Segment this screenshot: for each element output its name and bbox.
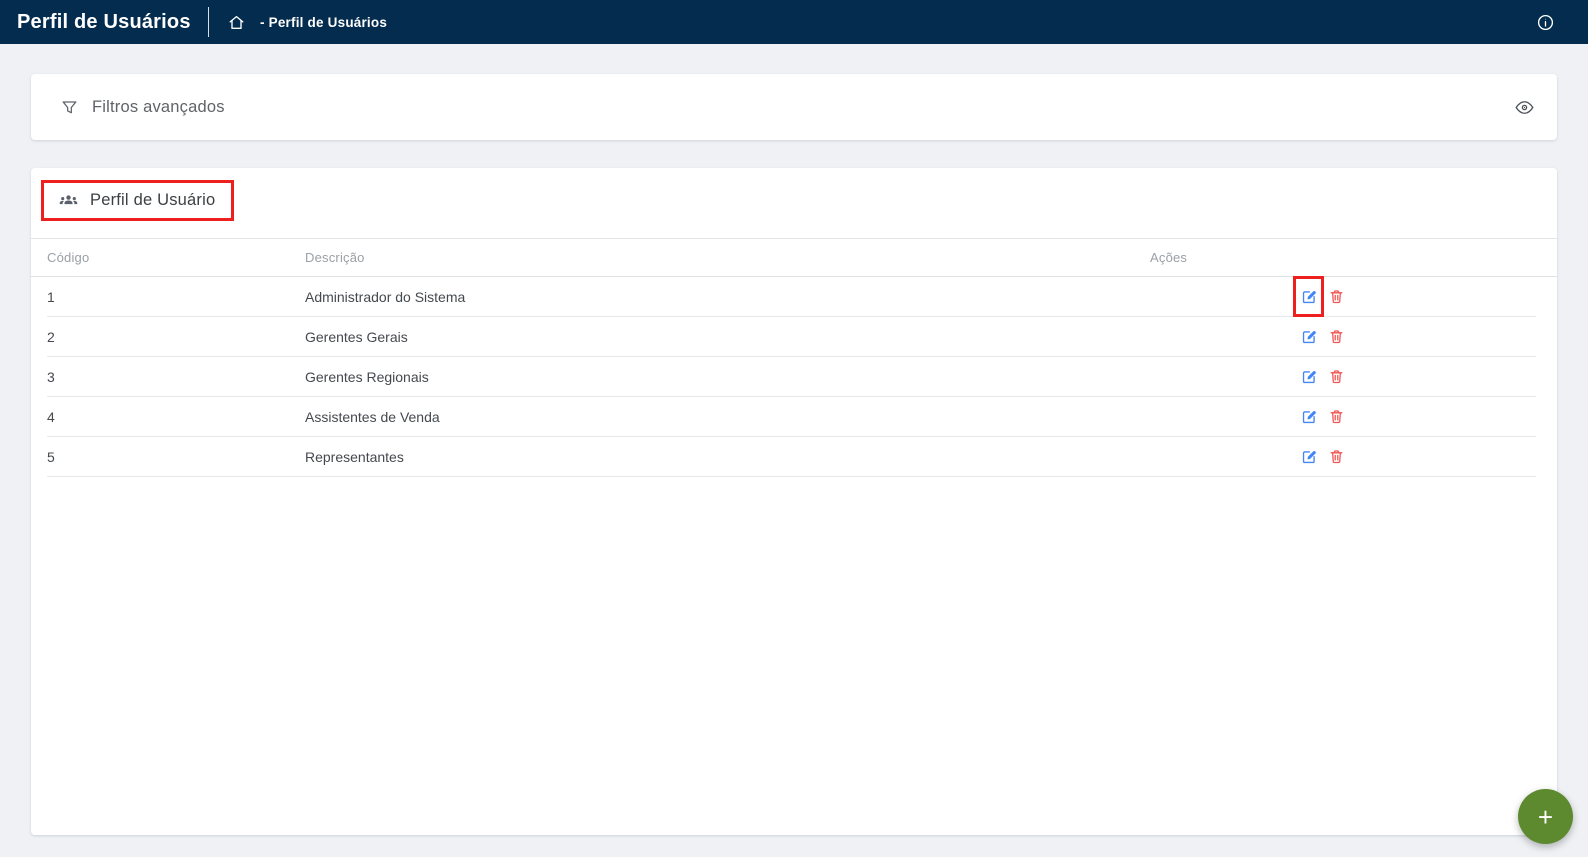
- page-title: Perfil de Usuários: [17, 10, 191, 33]
- panel-title-annotation-box: Perfil de Usuário: [41, 180, 235, 221]
- cell-actions: [1150, 276, 1536, 317]
- table-row: 5 Representantes: [47, 437, 1536, 477]
- edit-annotation-box: [1293, 276, 1324, 317]
- cell-codigo: 4: [47, 408, 55, 425]
- table-row: 2 Gerentes Gerais: [47, 317, 1536, 357]
- advanced-filters-bar[interactable]: Filtros avançados: [31, 74, 1557, 140]
- delete-button[interactable]: [1327, 367, 1346, 386]
- panel-title: Perfil de Usuário: [90, 191, 216, 209]
- edit-annotation-box: [1293, 436, 1324, 477]
- column-header-descricao: Descrição: [305, 250, 365, 265]
- eye-icon[interactable]: [1513, 96, 1535, 118]
- cell-codigo: 5: [47, 448, 55, 465]
- home-icon[interactable]: [225, 11, 247, 33]
- delete-button[interactable]: [1327, 327, 1346, 346]
- table-row: 3 Gerentes Regionais: [47, 357, 1536, 397]
- cell-actions: [1150, 407, 1536, 426]
- user-profile-panel: Perfil de Usuário Código Descrição Ações…: [31, 168, 1557, 835]
- cell-codigo: 2: [47, 328, 55, 345]
- delete-button[interactable]: [1327, 287, 1346, 306]
- cell-descricao: Gerentes Gerais: [305, 328, 408, 345]
- cell-codigo: 3: [47, 368, 55, 385]
- edit-button[interactable]: [1299, 287, 1318, 306]
- edit-button[interactable]: [1299, 327, 1318, 346]
- users-group-icon: [58, 190, 79, 211]
- cell-descricao: Representantes: [305, 448, 404, 465]
- cell-actions: [1150, 447, 1536, 466]
- breadcrumb: - Perfil de Usuários: [260, 14, 388, 30]
- advanced-filters-label: Filtros avançados: [92, 97, 225, 116]
- appbar-divider: [208, 7, 209, 37]
- table-header-row: Código Descrição Ações: [31, 238, 1557, 277]
- edit-button[interactable]: [1299, 447, 1318, 466]
- edit-annotation-box: [1293, 316, 1324, 357]
- edit-annotation-box: [1293, 396, 1324, 437]
- cell-descricao: Assistentes de Venda: [305, 408, 440, 425]
- edit-button[interactable]: [1299, 407, 1318, 426]
- cell-actions: [1150, 327, 1536, 346]
- plus-icon: +: [1537, 801, 1554, 832]
- table-row: 4 Assistentes de Venda: [47, 397, 1536, 437]
- app-bar: Perfil de Usuários - Perfil de Usuários: [0, 0, 1588, 44]
- main-content: Filtros avançados: [0, 44, 1588, 835]
- cell-actions: [1150, 367, 1536, 386]
- column-header-acoes: Ações: [1150, 250, 1188, 265]
- info-icon[interactable]: [1535, 12, 1555, 32]
- cell-descricao: Gerentes Regionais: [305, 368, 429, 385]
- cell-descricao: Administrador do Sistema: [305, 288, 466, 305]
- cell-codigo: 1: [47, 288, 55, 305]
- edit-annotation-box: [1293, 356, 1324, 397]
- edit-button[interactable]: [1299, 367, 1318, 386]
- table-row: 1 Administrador do Sistema: [47, 276, 1536, 317]
- delete-button[interactable]: [1327, 407, 1346, 426]
- add-button[interactable]: +: [1518, 789, 1573, 844]
- panel-head: Perfil de Usuário: [31, 168, 1557, 238]
- table-body: 1 Administrador do Sistema: [31, 276, 1557, 477]
- column-header-codigo: Código: [47, 250, 90, 265]
- delete-button[interactable]: [1327, 447, 1346, 466]
- filter-funnel-icon: [60, 98, 79, 117]
